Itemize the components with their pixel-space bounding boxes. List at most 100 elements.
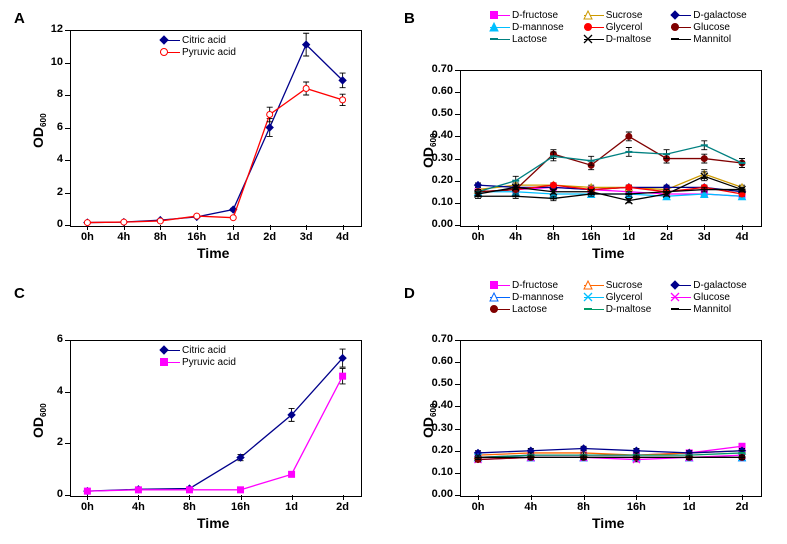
legend-item: D-galactose (671, 280, 746, 291)
legend-label: Sucrose (606, 280, 643, 291)
legend-item: D-maltose (584, 304, 652, 315)
ytick-D: 0.40 (425, 399, 453, 411)
legend-item: Pyruvic acid (160, 47, 236, 58)
ytick-B: 0.70 (425, 63, 453, 75)
legend-item: Glucose (671, 22, 746, 33)
legend-label: Lactose (512, 34, 547, 45)
xtick-B: 8h (541, 231, 565, 243)
ytick-B: 0.50 (425, 107, 453, 119)
ytick-A: 0 (35, 218, 63, 230)
legend-label: D-fructose (512, 10, 558, 21)
xtick-A: 4h (112, 231, 136, 243)
panel-label-C: C (14, 285, 25, 302)
ytick-A: 8 (35, 88, 63, 100)
ytick-A: 6 (35, 121, 63, 133)
legend-item: Lactose (490, 304, 564, 315)
ytick-B: 0.00 (425, 218, 453, 230)
ytick-B: 0.10 (425, 196, 453, 208)
ytick-C: 0 (35, 488, 63, 500)
xtick-B: 2d (655, 231, 679, 243)
ytick-B: 0.60 (425, 85, 453, 97)
xtick-A: 4d (331, 231, 355, 243)
legend-item: Mannitol (671, 304, 746, 315)
legend-label: Pyruvic acid (182, 47, 236, 58)
xtick-A: 8h (148, 231, 172, 243)
legend-item: D-maltose (584, 34, 652, 45)
ytick-A: 2 (35, 186, 63, 198)
ytick-C: 6 (35, 333, 63, 345)
legend-label: Glycerol (606, 22, 643, 33)
legend-label: Glucose (693, 292, 730, 303)
legend-A: Citric acid Pyruvic acid (160, 35, 244, 58)
ytick-B: 0.20 (425, 174, 453, 186)
xtick-B: 4d (730, 231, 754, 243)
xtick-B: 4h (504, 231, 528, 243)
panel-label-B: B (404, 10, 415, 27)
xtick-D: 4h (519, 501, 543, 513)
xtick-D: 8h (572, 501, 596, 513)
legend-item: Sucrose (584, 10, 652, 21)
ytick-D: 0.30 (425, 422, 453, 434)
legend-label: Mannitol (693, 34, 731, 45)
legend-B: D-fructose Sucrose D-galactose D-mannose… (490, 10, 755, 45)
legend-label: D-maltose (606, 304, 652, 315)
xtick-D: 16h (624, 501, 648, 513)
legend-item: Glycerol (584, 292, 652, 303)
panel-label-D: D (404, 285, 415, 302)
xtick-A: 1d (221, 231, 245, 243)
plot-svg-B (460, 70, 760, 225)
x-axis-label-D: Time (592, 515, 624, 531)
xtick-C: 4h (126, 501, 150, 513)
legend-label: D-mannose (512, 22, 564, 33)
xtick-A: 0h (75, 231, 99, 243)
legend-item: D-fructose (490, 10, 564, 21)
legend-item: Citric acid (160, 35, 236, 46)
xtick-B: 0h (466, 231, 490, 243)
legend-item: D-mannose (490, 292, 564, 303)
ytick-A: 10 (35, 56, 63, 68)
legend-label: Sucrose (606, 10, 643, 21)
legend-item: Mannitol (671, 34, 746, 45)
legend-label: Citric acid (182, 345, 226, 356)
xtick-D: 0h (466, 501, 490, 513)
legend-D: D-fructose Sucrose D-galactose D-mannose… (490, 280, 755, 315)
xtick-C: 2d (331, 501, 355, 513)
legend-item: D-fructose (490, 280, 564, 291)
x-axis-label-B: Time (592, 245, 624, 261)
ytick-A: 12 (35, 23, 63, 35)
ytick-D: 0.10 (425, 466, 453, 478)
ytick-D: 0.00 (425, 488, 453, 500)
xtick-C: 16h (229, 501, 253, 513)
xtick-C: 8h (177, 501, 201, 513)
legend-item: Pyruvic acid (160, 357, 236, 368)
legend-label: D-mannose (512, 292, 564, 303)
legend-item: Glycerol (584, 22, 652, 33)
legend-label: Glycerol (606, 292, 643, 303)
legend-C: Citric acid Pyruvic acid (160, 345, 244, 368)
ytick-C: 2 (35, 436, 63, 448)
legend-label: D-galactose (693, 10, 746, 21)
legend-label: Lactose (512, 304, 547, 315)
legend-label: Mannitol (693, 304, 731, 315)
xtick-D: 1d (677, 501, 701, 513)
legend-label: Pyruvic acid (182, 357, 236, 368)
legend-item: Glucose (671, 292, 746, 303)
legend-item: Lactose (490, 34, 564, 45)
xtick-B: 3d (692, 231, 716, 243)
ytick-D: 0.20 (425, 444, 453, 456)
ytick-D: 0.70 (425, 333, 453, 345)
legend-item: D-galactose (671, 10, 746, 21)
ytick-D: 0.60 (425, 355, 453, 367)
xtick-A: 2d (258, 231, 282, 243)
plot-svg-D (460, 340, 760, 495)
xtick-A: 16h (185, 231, 209, 243)
x-axis-label-C: Time (197, 515, 229, 531)
legend-label: D-galactose (693, 280, 746, 291)
xtick-D: 2d (730, 501, 754, 513)
xtick-A: 3d (294, 231, 318, 243)
xtick-C: 1d (280, 501, 304, 513)
legend-label: Citric acid (182, 35, 226, 46)
ytick-B: 0.40 (425, 129, 453, 141)
ytick-D: 0.50 (425, 377, 453, 389)
ytick-B: 0.30 (425, 152, 453, 164)
